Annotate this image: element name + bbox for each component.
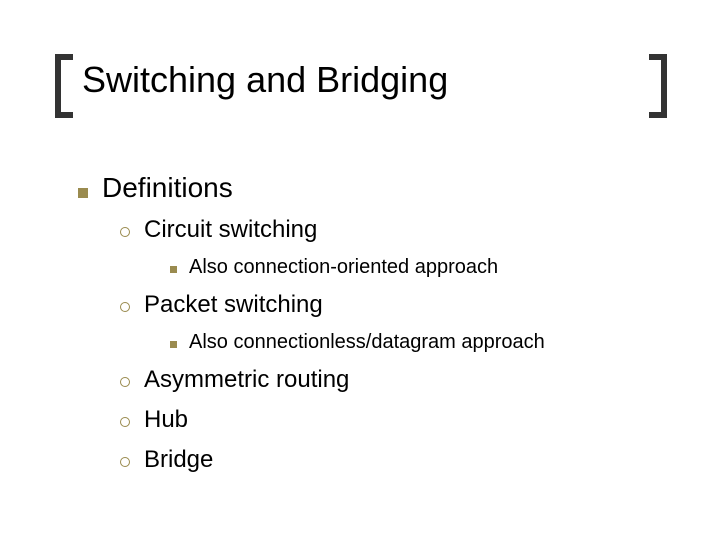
title-bracket-right: [649, 54, 667, 118]
list-item-label: Also connectionless/datagram approach: [189, 330, 545, 355]
list-item: Hub: [120, 405, 658, 435]
circle-bullet-icon: [120, 302, 130, 312]
slide-body: Definitions Circuit switching Also conne…: [78, 170, 658, 485]
list-item: Bridge: [120, 445, 658, 475]
list-item-label: Hub: [144, 405, 188, 435]
list-item-label: Packet switching: [144, 290, 323, 320]
list-item: Packet switching: [120, 290, 658, 320]
slide: Switching and Bridging Definitions Circu…: [0, 0, 720, 540]
list-item: Also connection-oriented approach: [170, 255, 658, 280]
square-bullet-icon: [170, 266, 177, 273]
list-item-label: Circuit switching: [144, 215, 317, 245]
list-item-label: Also connection-oriented approach: [189, 255, 498, 280]
list-item-label: Definitions: [102, 170, 233, 205]
title-area: Switching and Bridging: [56, 60, 666, 100]
list-item-label: Bridge: [144, 445, 213, 475]
list-item: Circuit switching: [120, 215, 658, 245]
slide-title: Switching and Bridging: [56, 60, 666, 100]
square-bullet-icon: [78, 188, 88, 198]
circle-bullet-icon: [120, 417, 130, 427]
title-bracket-left: [55, 54, 73, 118]
square-bullet-icon: [170, 341, 177, 348]
circle-bullet-icon: [120, 457, 130, 467]
circle-bullet-icon: [120, 377, 130, 387]
list-item-label: Asymmetric routing: [144, 365, 349, 395]
list-item: Also connectionless/datagram approach: [170, 330, 658, 355]
list-item: Definitions: [78, 170, 658, 205]
list-item: Asymmetric routing: [120, 365, 658, 395]
circle-bullet-icon: [120, 227, 130, 237]
